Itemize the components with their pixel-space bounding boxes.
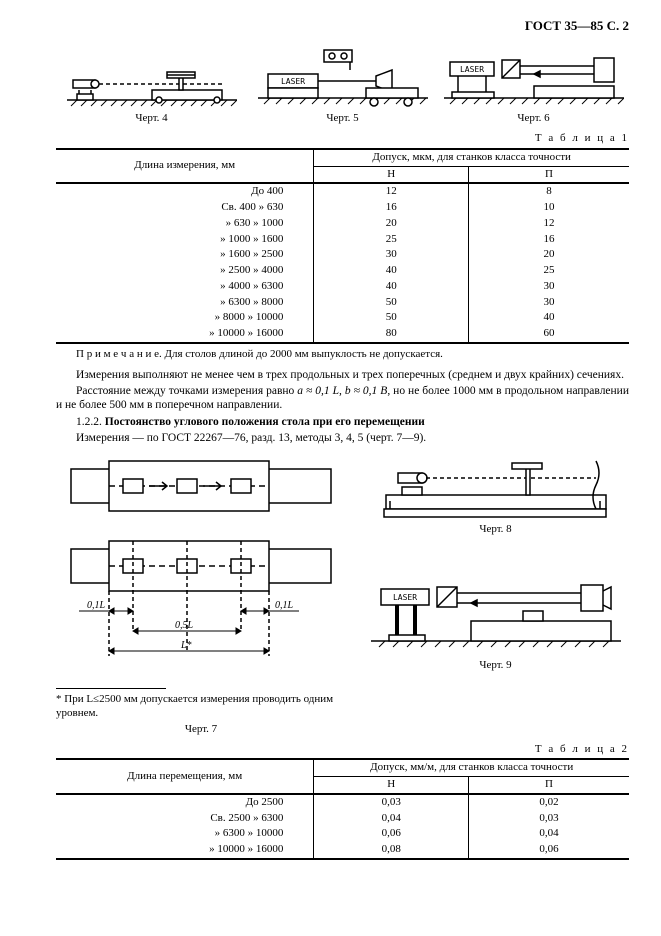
p2b: a ≈ 0,1 L, b ≈ 0,1 B bbox=[297, 385, 387, 397]
t2-r3-h: 0,08 bbox=[314, 842, 469, 859]
t2-r3-l: » 10000 » 16000 bbox=[56, 842, 314, 859]
svg-text:LASER: LASER bbox=[280, 77, 304, 86]
t1-r6-l: » 4000 » 6300 bbox=[56, 279, 314, 295]
fig4-caption: Черт. 4 bbox=[56, 112, 247, 126]
table-2: Длина перемещения, мм Допуск, мм/м, для … bbox=[56, 758, 629, 860]
t1-r8-l: » 8000 » 10000 bbox=[56, 310, 314, 326]
t1-r9-p: 60 bbox=[469, 326, 629, 343]
t2-r1-p: 0,03 bbox=[469, 811, 629, 827]
t2-col-left: Длина перемещения, мм bbox=[56, 759, 314, 794]
table2-label: Т а б л и ц а 2 bbox=[56, 743, 629, 757]
svg-text:LASER: LASER bbox=[392, 593, 416, 602]
t1-r4-p: 20 bbox=[469, 247, 629, 263]
t1-r1-h: 16 bbox=[314, 200, 469, 216]
fig7-footnote: * При L≤2500 мм допускается измерения пр… bbox=[56, 693, 346, 721]
t2-r0-l: До 2500 bbox=[56, 794, 314, 811]
t1-r0-h: 12 bbox=[314, 183, 469, 200]
top-figure-row: Черт. 4 LASER bbox=[56, 40, 629, 126]
t1-r7-l: » 6300 » 8000 bbox=[56, 295, 314, 311]
t1-r4-l: » 1600 » 2500 bbox=[56, 247, 314, 263]
t1-r3-p: 16 bbox=[469, 232, 629, 248]
para-3: Измерения — по ГОСТ 22267—76, разд. 13, … bbox=[56, 431, 629, 445]
t2-sub-h: Н bbox=[314, 777, 469, 794]
svg-text:0,1L: 0,1L bbox=[87, 600, 106, 611]
figure-4 bbox=[67, 50, 237, 110]
sec-title: Постоянство углового положения стола при… bbox=[105, 416, 425, 428]
t2-r1-l: Св. 2500 » 6300 bbox=[56, 811, 314, 827]
table1-note: П р и м е ч а н и е. Для столов длиной д… bbox=[76, 348, 629, 362]
figure-9: LASER bbox=[371, 567, 621, 657]
t1-r3-h: 25 bbox=[314, 232, 469, 248]
t1-r4-h: 30 bbox=[314, 247, 469, 263]
t2-r2-l: » 6300 » 10000 bbox=[56, 826, 314, 842]
para-1: Измерения выполняют не менее чем в трех … bbox=[56, 368, 629, 382]
t1-r8-h: 50 bbox=[314, 310, 469, 326]
t2-col-group: Допуск, мм/м, для станков класса точност… bbox=[314, 759, 629, 776]
t1-r3-l: » 1000 » 1600 bbox=[56, 232, 314, 248]
t1-r9-h: 80 bbox=[314, 326, 469, 343]
t1-col-group: Допуск, мкм, для станков класса точности bbox=[314, 149, 629, 166]
svg-text:0,5L: 0,5L bbox=[175, 620, 194, 631]
t2-r0-h: 0,03 bbox=[314, 794, 469, 811]
svg-text:L*: L* bbox=[180, 640, 192, 651]
sec-num: 1.2.2. bbox=[76, 416, 105, 428]
svg-text:LASER: LASER bbox=[459, 65, 483, 74]
para-2: Расстояние между точками измерения равно… bbox=[56, 384, 629, 413]
t1-sub-h: Н bbox=[314, 166, 469, 183]
figure-8 bbox=[376, 451, 616, 521]
t1-r6-h: 40 bbox=[314, 279, 469, 295]
t2-r2-h: 0,06 bbox=[314, 826, 469, 842]
t1-sub-p: П bbox=[469, 166, 629, 183]
table1-label: Т а б л и ц а 1 bbox=[56, 132, 629, 146]
t1-col-left: Длина измерения, мм bbox=[56, 149, 314, 184]
t1-r5-p: 25 bbox=[469, 263, 629, 279]
fig6-caption: Черт. 6 bbox=[438, 112, 629, 126]
t1-r6-p: 30 bbox=[469, 279, 629, 295]
t1-r8-p: 40 bbox=[469, 310, 629, 326]
t1-r1-l: Св. 400 » 630 bbox=[56, 200, 314, 216]
figure-6: LASER bbox=[444, 40, 624, 110]
section-1-2-2: 1.2.2. Постоянство углового положения ст… bbox=[56, 415, 629, 429]
p2a: Расстояние между точками измерения равно bbox=[76, 385, 297, 397]
t1-r0-p: 8 bbox=[469, 183, 629, 200]
t2-r0-p: 0,02 bbox=[469, 794, 629, 811]
t1-r1-p: 10 bbox=[469, 200, 629, 216]
fig8-caption: Черт. 8 bbox=[362, 523, 629, 537]
figure-7: 0,1L 0,1L 0,5L bbox=[61, 451, 341, 686]
t1-r2-p: 12 bbox=[469, 216, 629, 232]
t1-r7-p: 30 bbox=[469, 295, 629, 311]
table-1: Длина измерения, мм Допуск, мкм, для ста… bbox=[56, 148, 629, 344]
t2-sub-p: П bbox=[469, 777, 629, 794]
doc-id: ГОСТ 35—85 С. 2 bbox=[56, 18, 629, 34]
t1-r2-h: 20 bbox=[314, 216, 469, 232]
t2-r2-p: 0,04 bbox=[469, 826, 629, 842]
fig7-caption: Черт. 7 bbox=[56, 723, 346, 737]
t1-r5-l: » 2500 » 4000 bbox=[56, 263, 314, 279]
figure-5: LASER bbox=[258, 40, 428, 110]
fig5-caption: Черт. 5 bbox=[247, 112, 438, 126]
t2-r3-p: 0,06 bbox=[469, 842, 629, 859]
t1-r2-l: » 630 » 1000 bbox=[56, 216, 314, 232]
t1-r7-h: 50 bbox=[314, 295, 469, 311]
t1-r0-l: До 400 bbox=[56, 183, 314, 200]
t1-r9-l: » 10000 » 16000 bbox=[56, 326, 314, 343]
fig9-caption: Черт. 9 bbox=[362, 659, 629, 673]
svg-text:0,1L: 0,1L bbox=[275, 600, 294, 611]
t2-r1-h: 0,04 bbox=[314, 811, 469, 827]
t1-r5-h: 40 bbox=[314, 263, 469, 279]
